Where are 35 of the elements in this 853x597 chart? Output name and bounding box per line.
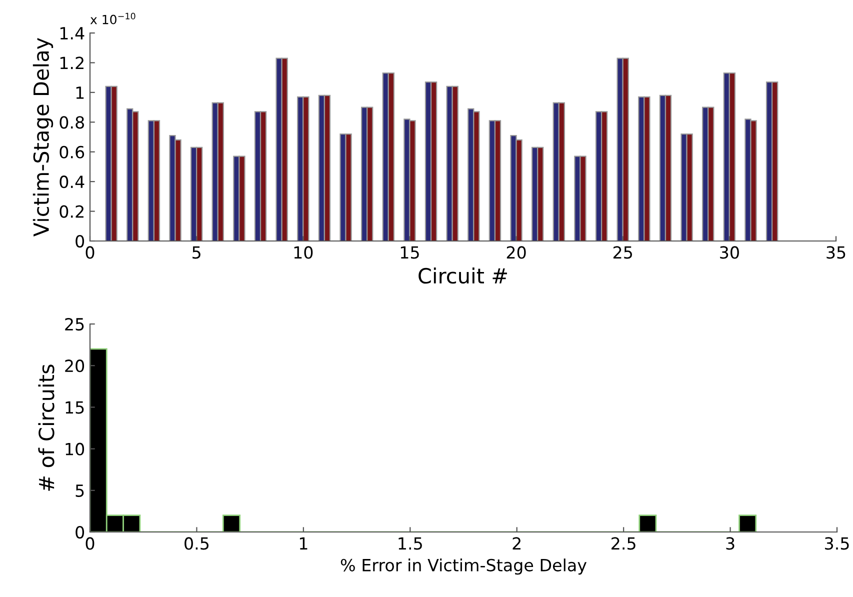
x-tick-label: 0 bbox=[86, 246, 94, 259]
y-tick-label: 0.4 bbox=[60, 176, 84, 188]
y-tick-label: 15 bbox=[66, 401, 84, 414]
y-tick-label: 25 bbox=[65, 318, 84, 331]
x-tick-label: 3 bbox=[726, 537, 734, 550]
x-tick-label: 1 bbox=[300, 537, 308, 550]
x-axis-title: % Error in Victim-Stage Delay bbox=[340, 558, 587, 575]
x-tick-label: 2 bbox=[512, 537, 520, 550]
y-tick-label: 5 bbox=[76, 484, 84, 497]
y-tick-label: 20 bbox=[65, 360, 84, 372]
x-tick-label: 5 bbox=[192, 246, 200, 259]
y-tick-label: 0.8 bbox=[60, 116, 84, 129]
y-tick-label: 0.2 bbox=[60, 205, 84, 218]
x-tick-label: 15 bbox=[400, 246, 419, 259]
x-tick-label: 25 bbox=[613, 246, 632, 259]
x-tick-label: 1.5 bbox=[398, 537, 422, 550]
x-tick-label: 20 bbox=[506, 246, 526, 259]
y-tick-label: 1.2 bbox=[60, 56, 84, 70]
y-tick-label: 1 bbox=[76, 86, 84, 99]
x-tick-label: 35 bbox=[826, 246, 846, 259]
x-tick-label: 0.5 bbox=[184, 537, 209, 550]
x-axis-title: Circuit # bbox=[418, 268, 507, 284]
x-tick-label: 30 bbox=[720, 246, 739, 259]
x-tick-label: 3.5 bbox=[825, 537, 849, 550]
x-tick-label: 0 bbox=[86, 537, 94, 550]
y-axis-title: Victim-Stage Delay bbox=[32, 38, 54, 237]
text: x 10$^{−10}$ bbox=[90, 12, 136, 24]
y-tick-label: 10 bbox=[66, 442, 84, 456]
y-tick-label: 0.6 bbox=[60, 146, 84, 158]
y-tick-label: 1.4 bbox=[60, 27, 84, 40]
y-axis-title: # of Circuits bbox=[38, 364, 54, 491]
y-tick-label: 0 bbox=[76, 234, 84, 248]
y-tick-label: 0 bbox=[76, 526, 84, 539]
x-tick-label: 10 bbox=[294, 246, 313, 259]
x-tick-label: 2.5 bbox=[612, 537, 636, 550]
